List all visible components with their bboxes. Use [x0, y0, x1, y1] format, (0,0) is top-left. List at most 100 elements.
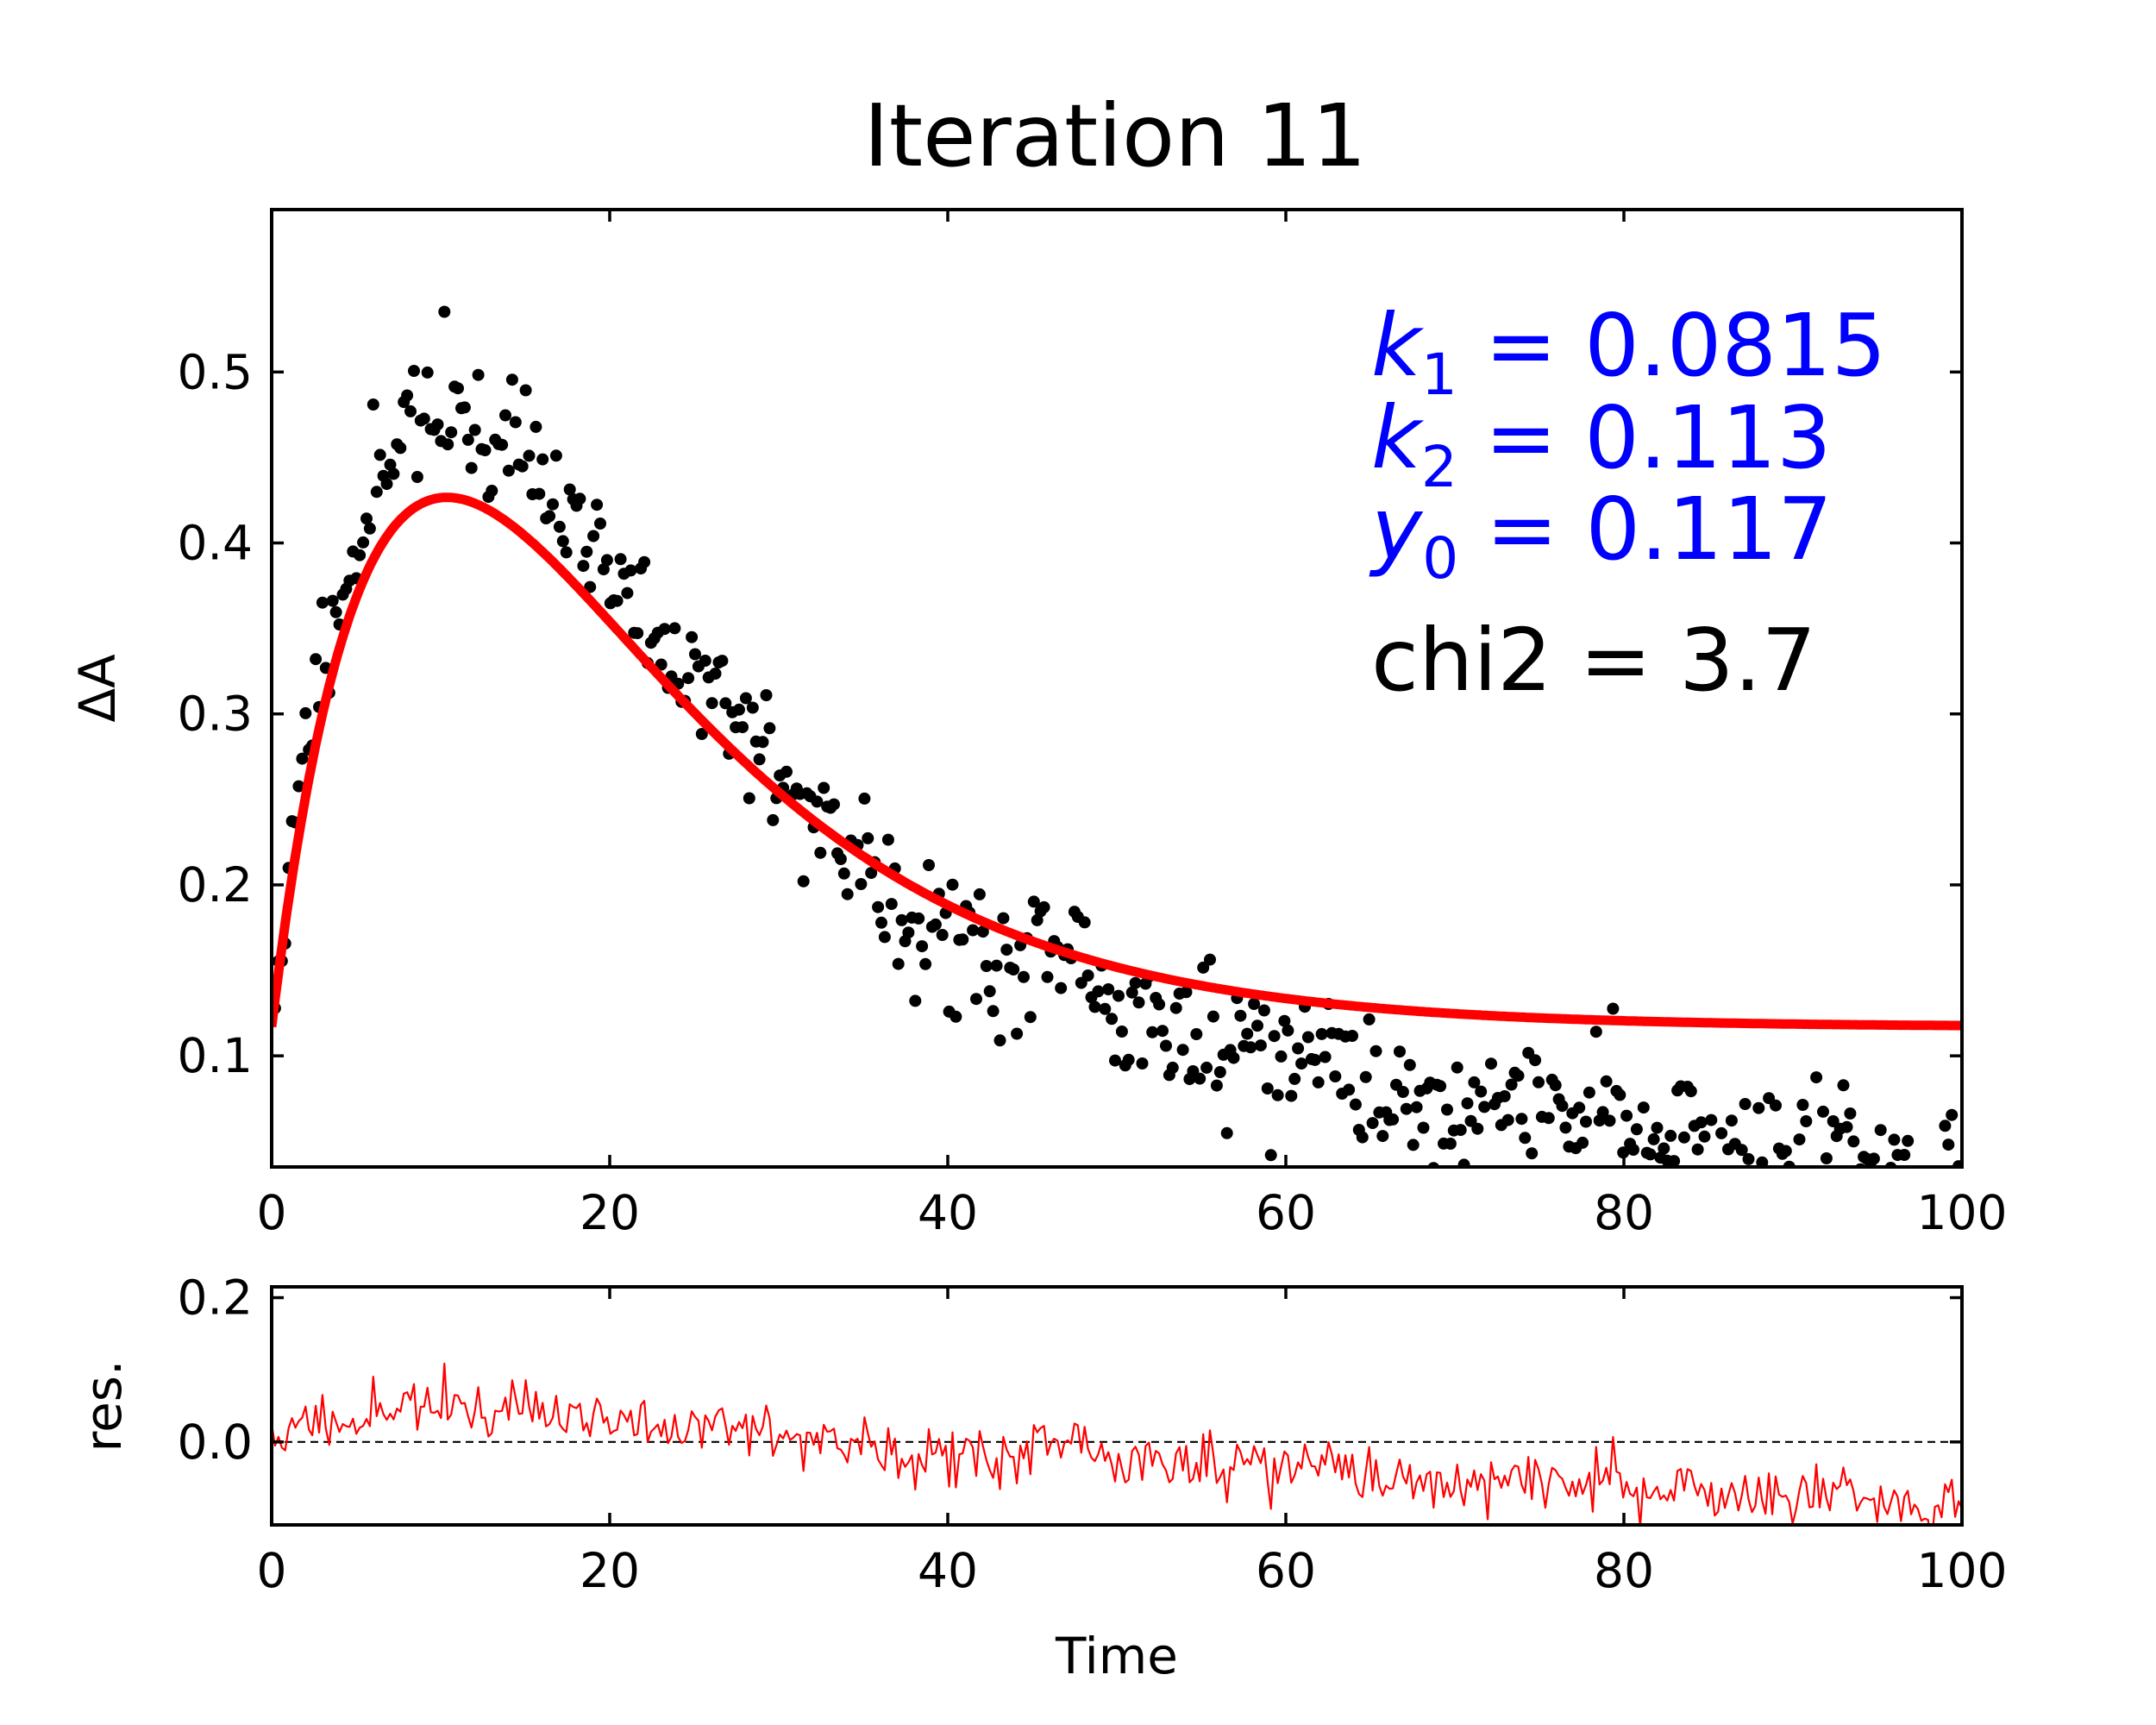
- data-point: [421, 366, 434, 379]
- data-point: [1210, 1079, 1223, 1092]
- data-point: [780, 765, 793, 778]
- data-point: [719, 697, 732, 710]
- data-point: [1176, 1044, 1189, 1057]
- data-point: [1515, 1113, 1528, 1126]
- data-point: [1018, 970, 1030, 983]
- data-point: [1542, 1112, 1555, 1125]
- data-point: [1346, 1030, 1358, 1042]
- data-point: [1241, 1027, 1254, 1040]
- main-y-tick-label: 0.2: [178, 857, 253, 913]
- data-point: [936, 929, 949, 941]
- data-point: [1532, 1076, 1545, 1088]
- data-point: [1363, 1013, 1376, 1026]
- data-point: [1109, 1054, 1121, 1067]
- data-point: [1677, 1131, 1690, 1144]
- data-point: [1078, 916, 1091, 929]
- data-point: [1132, 996, 1145, 1009]
- data-point: [990, 959, 1003, 972]
- data-point: [746, 701, 759, 714]
- data-point: [1793, 1133, 1806, 1146]
- data-point: [1651, 1121, 1664, 1134]
- data-point: [597, 563, 610, 576]
- data-point: [1698, 1130, 1711, 1143]
- data-point: [1227, 1051, 1240, 1064]
- data-point: [834, 853, 847, 865]
- data-point: [1356, 1131, 1369, 1144]
- data-point: [360, 512, 373, 525]
- data-point: [1213, 1066, 1226, 1078]
- data-point: [682, 672, 695, 685]
- data-point: [733, 703, 745, 716]
- data-point: [1867, 1152, 1880, 1165]
- data-point: [1556, 1100, 1569, 1113]
- data-point: [1251, 1019, 1263, 1032]
- data-point: [1735, 1144, 1748, 1157]
- data-point: [1695, 1116, 1708, 1129]
- data-point: [472, 368, 485, 381]
- data-point: [499, 409, 511, 422]
- data-point: [354, 549, 367, 561]
- data-point: [1112, 989, 1125, 1002]
- data-point: [1684, 1085, 1697, 1098]
- data-point: [1468, 1076, 1481, 1088]
- data-point: [814, 846, 827, 859]
- data-point: [486, 485, 498, 497]
- data-point: [858, 792, 871, 805]
- data-point: [299, 706, 312, 719]
- k1-annotation: k1 = 0.0815: [1371, 295, 1886, 408]
- data-point: [841, 888, 854, 900]
- data-point: [668, 622, 681, 635]
- data-point: [1705, 1113, 1718, 1126]
- data-point: [1607, 1002, 1620, 1015]
- data-point: [577, 560, 590, 573]
- data-point: [1136, 1057, 1149, 1070]
- data-point: [560, 546, 573, 559]
- data-point: [638, 555, 651, 568]
- data-point: [1244, 1041, 1257, 1054]
- data-point: [1125, 986, 1138, 999]
- data-point: [1573, 1101, 1586, 1114]
- data-point: [1603, 1114, 1616, 1127]
- data-point: [919, 957, 932, 970]
- data-point: [1658, 1142, 1670, 1155]
- data-point: [401, 389, 414, 402]
- data-point: [553, 520, 566, 533]
- data-point: [973, 888, 986, 900]
- data-point: [1620, 1109, 1633, 1122]
- main-y-tick-label: 0.5: [178, 344, 253, 399]
- data-point: [380, 478, 393, 491]
- data-point: [1614, 1088, 1626, 1101]
- data-point: [1156, 1025, 1169, 1038]
- data-point: [1278, 1014, 1291, 1027]
- data-point: [1478, 1101, 1491, 1113]
- data-point: [502, 464, 515, 477]
- residual-x-tick-label: 0: [257, 1543, 287, 1598]
- main-x-tick-label: 40: [918, 1185, 978, 1240]
- main-x-tick-label: 60: [1256, 1185, 1316, 1240]
- data-point: [1106, 1013, 1119, 1026]
- main-ticks: [270, 210, 1964, 1167]
- data-point: [1220, 1126, 1233, 1139]
- data-point: [885, 898, 898, 911]
- data-point: [1146, 1026, 1159, 1038]
- data-point: [699, 655, 711, 667]
- data-point: [1261, 1082, 1274, 1095]
- data-point: [1387, 1113, 1400, 1126]
- data-point: [1596, 1106, 1609, 1119]
- data-point: [1529, 1054, 1542, 1067]
- data-point: [1234, 1009, 1247, 1022]
- main-x-tick-label: 80: [1594, 1185, 1654, 1240]
- data-point: [1295, 1057, 1308, 1070]
- residual-y-tick-label: 0.0: [178, 1414, 253, 1470]
- x-axis-label: Time: [1055, 1627, 1178, 1685]
- data-point: [587, 530, 600, 543]
- data-point: [1817, 1105, 1829, 1118]
- main-y-tick-label: 0.3: [178, 687, 253, 742]
- data-point: [1285, 1089, 1298, 1102]
- data-point: [658, 623, 671, 636]
- data-point: [1526, 1147, 1539, 1160]
- data-point: [1589, 1026, 1602, 1038]
- data-point: [997, 912, 1010, 925]
- main-y-tick-label: 0.4: [178, 516, 253, 571]
- data-point: [614, 553, 627, 566]
